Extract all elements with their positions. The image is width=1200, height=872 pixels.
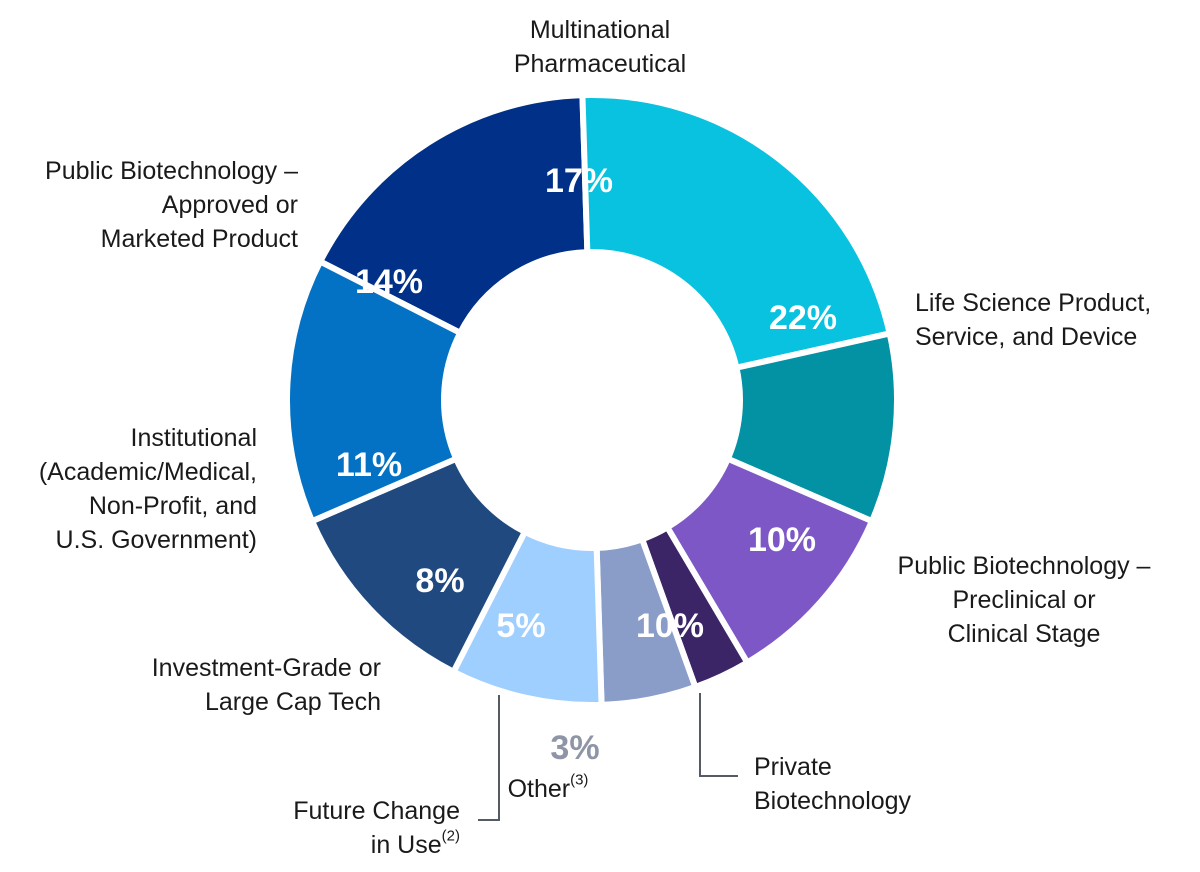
percentage-labels: 17% 22% 10% 10% 3% 5% 8% 11% 14% bbox=[336, 162, 837, 767]
slice-multinational-pharmaceutical bbox=[316, 92, 591, 337]
category-label-future-change-in-use: Future Change in Use(2) bbox=[293, 797, 460, 859]
value-label-multinational-pharmaceutical: 17% bbox=[545, 162, 613, 200]
leader-line-private-biotechnology bbox=[699, 693, 738, 777]
leader-line-future-change-in-use bbox=[478, 695, 500, 821]
value-label-public-biotechnology-preclinical-or-clinical-stage: 10% bbox=[748, 521, 816, 559]
slice-life-science-product-service-and-device bbox=[579, 92, 894, 372]
value-label-future-change-in-use: 5% bbox=[496, 607, 545, 645]
category-label-public-biotechnology-approved-or-marketed-product: Public Biotechnology – Approved or Markete… bbox=[45, 157, 298, 253]
leader-lines bbox=[478, 693, 738, 821]
category-label-public-biotechnology-preclinical-or-clinical-stage: Public Biotechnology – Preclinical or Clin… bbox=[898, 552, 1151, 648]
value-label-private-biotechnology: 10% bbox=[636, 607, 704, 645]
value-label-life-science-product-service-and-device: 22% bbox=[769, 299, 837, 337]
category-label-private-biotechnology: Private Biotechnology bbox=[754, 753, 912, 815]
category-labels: Multinational Pharmaceutical Life Science … bbox=[39, 16, 1151, 859]
value-label-other: 3% bbox=[550, 729, 599, 767]
value-label-institutional-academic-medical-non-profit-and-u-s-government: 11% bbox=[336, 446, 402, 484]
slice-public-biotechnology-approved-or-marketed-product bbox=[284, 257, 465, 526]
category-label-multinational-pharmaceutical: Multinational Pharmaceutical bbox=[514, 16, 686, 78]
category-label-institutional-academic-medical-non-profit-and-u-s-government: Institutional (Academic/Medical, Non-Profi… bbox=[39, 424, 257, 554]
value-label-investment-grade-or-large-cap-tech: 8% bbox=[415, 562, 464, 600]
value-label-public-biotechnology-approved-or-marketed-product: 14% bbox=[355, 263, 423, 301]
category-label-investment-grade-or-large-cap-tech: Investment-Grade or Large Cap Tech bbox=[152, 654, 381, 716]
category-label-life-science-product-service-and-device: Life Science Product, Service, and Device bbox=[915, 289, 1151, 351]
category-label-other: Other(3) bbox=[508, 772, 589, 804]
donut-slices bbox=[284, 92, 900, 708]
